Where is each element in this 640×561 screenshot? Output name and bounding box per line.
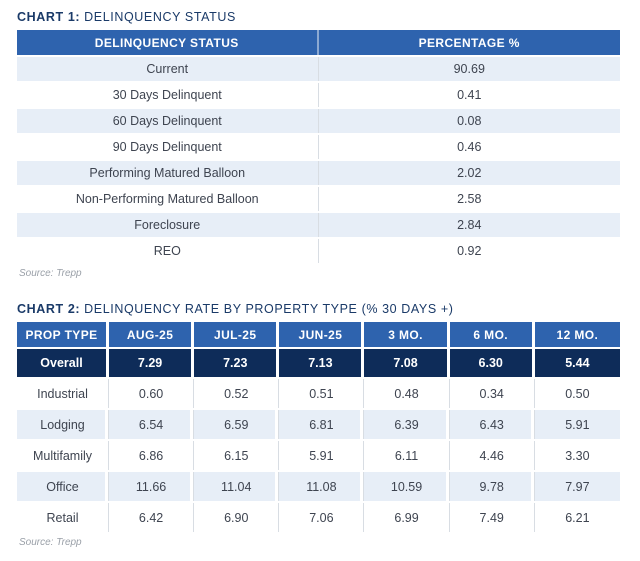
chart2-title-prefix: CHART 2: (17, 302, 81, 316)
column-header-12mo: 12 MO. (534, 322, 620, 347)
chart2-title: CHART 2: DELINQUENCY RATE BY PROPERTY TYP… (17, 302, 620, 316)
chart1-title-text: DELINQUENCY STATUS (84, 10, 236, 24)
percentage-cell: 0.08 (318, 109, 620, 133)
table-row-multifamily: Multifamily 6.86 6.15 5.91 6.11 4.46 3.3… (17, 441, 620, 470)
value-cell: 4.46 (449, 441, 535, 470)
status-cell: 90 Days Delinquent (17, 135, 319, 159)
value-cell: 10.59 (364, 472, 450, 501)
percentage-cell: 2.84 (318, 213, 620, 237)
value-cell: 6.90 (194, 503, 280, 532)
value-cell: 0.34 (449, 379, 535, 408)
chart1-source-note: Source: Trepp (19, 268, 82, 279)
status-cell: 60 Days Delinquent (17, 109, 319, 133)
value-cell: 6.30 (449, 349, 535, 377)
percentage-cell: 0.41 (318, 83, 620, 107)
chart2-title-text: DELINQUENCY RATE BY PROPERTY TYPE (% 30 … (84, 302, 454, 316)
chart1-title: CHART 1: DELINQUENCY STATUS (17, 10, 620, 24)
value-cell: 7.97 (534, 472, 620, 501)
value-cell: 9.78 (449, 472, 535, 501)
report-page: CHART 1: DELINQUENCY STATUS DELINQUENCY S… (17, 10, 620, 549)
value-cell: 6.11 (364, 441, 450, 470)
value-cell: 6.15 (194, 441, 280, 470)
value-cell: 3.30 (534, 441, 620, 470)
prop-type-cell: Office (17, 472, 109, 501)
value-cell: 7.06 (279, 503, 365, 532)
column-header-3mo: 3 MO. (364, 322, 450, 347)
value-cell: 6.43 (449, 410, 535, 439)
value-cell: 7.08 (364, 349, 450, 377)
value-cell: 6.59 (194, 410, 280, 439)
value-cell: 6.42 (109, 503, 195, 532)
column-header-aug25: AUG-25 (109, 322, 195, 347)
overall-row: Overall 7.29 7.23 7.13 7.08 6.30 5.44 (17, 349, 620, 377)
value-cell: 6.99 (364, 503, 450, 532)
prop-type-cell: Multifamily (17, 441, 109, 470)
value-cell: 7.13 (279, 349, 365, 377)
table-header-row: DELINQUENCY STATUS PERCENTAGE % (17, 30, 620, 55)
value-cell: 5.44 (534, 349, 620, 377)
table-row: Current 90.69 (17, 57, 620, 81)
value-cell: 0.48 (364, 379, 450, 408)
status-cell: REO (17, 239, 319, 263)
column-header-jul25: JUL-25 (194, 322, 280, 347)
value-cell: 5.91 (534, 410, 620, 439)
status-cell: Foreclosure (17, 213, 319, 237)
table-row: Performing Matured Balloon 2.02 (17, 161, 620, 185)
status-cell: Performing Matured Balloon (17, 161, 319, 185)
chart2-source-note: Source: Trepp (19, 537, 82, 548)
prop-type-cell: Lodging (17, 410, 109, 439)
table-row: Non-Performing Matured Balloon 2.58 (17, 187, 620, 211)
status-cell: 30 Days Delinquent (17, 83, 319, 107)
value-cell: 7.29 (109, 349, 195, 377)
value-cell: 6.54 (109, 410, 195, 439)
value-cell: 0.60 (109, 379, 195, 408)
percentage-cell: 90.69 (318, 57, 620, 81)
column-header-percentage: PERCENTAGE % (318, 30, 620, 55)
value-cell: 0.50 (534, 379, 620, 408)
value-cell: 11.04 (194, 472, 280, 501)
value-cell: 7.23 (194, 349, 280, 377)
table-row: 90 Days Delinquent 0.46 (17, 135, 620, 159)
value-cell: 11.08 (279, 472, 365, 501)
column-header-jun25: JUN-25 (279, 322, 365, 347)
prop-type-cell: Industrial (17, 379, 109, 408)
percentage-cell: 0.92 (318, 239, 620, 263)
value-cell: 6.81 (279, 410, 365, 439)
value-cell: 11.66 (109, 472, 195, 501)
column-header-prop-type: PROP TYPE (17, 322, 109, 347)
table-row: 60 Days Delinquent 0.08 (17, 109, 620, 133)
table-row: 30 Days Delinquent 0.41 (17, 83, 620, 107)
value-cell: 6.39 (364, 410, 450, 439)
percentage-cell: 0.46 (318, 135, 620, 159)
chart2-section: CHART 2: DELINQUENCY RATE BY PROPERTY TYP… (17, 302, 620, 549)
table-row: REO 0.92 (17, 239, 620, 263)
table-header-row: PROP TYPE AUG-25 JUL-25 JUN-25 3 MO. 6 M… (17, 322, 620, 347)
column-header-6mo: 6 MO. (449, 322, 535, 347)
chart1-title-prefix: CHART 1: (17, 10, 81, 24)
chart1-section: CHART 1: DELINQUENCY STATUS DELINQUENCY S… (17, 10, 620, 280)
prop-type-cell: Retail (17, 503, 109, 532)
status-cell: Non-Performing Matured Balloon (17, 187, 319, 211)
value-cell: 7.49 (449, 503, 535, 532)
table-row-retail: Retail 6.42 6.90 7.06 6.99 7.49 6.21 (17, 503, 620, 532)
table-row-lodging: Lodging 6.54 6.59 6.81 6.39 6.43 5.91 (17, 410, 620, 439)
value-cell: 5.91 (279, 441, 365, 470)
value-cell: 6.86 (109, 441, 195, 470)
percentage-cell: 2.02 (318, 161, 620, 185)
status-cell: Current (17, 57, 319, 81)
delinquency-status-table: DELINQUENCY STATUS PERCENTAGE % Current … (17, 28, 620, 265)
value-cell: 6.21 (534, 503, 620, 532)
table-row-industrial: Industrial 0.60 0.52 0.51 0.48 0.34 0.50 (17, 379, 620, 408)
column-header-delinquency-status: DELINQUENCY STATUS (17, 30, 319, 55)
delinquency-by-property-type-table: PROP TYPE AUG-25 JUL-25 JUN-25 3 MO. 6 M… (17, 320, 620, 534)
prop-type-cell: Overall (17, 349, 109, 377)
value-cell: 0.52 (194, 379, 280, 408)
value-cell: 0.51 (279, 379, 365, 408)
table-row-office: Office 11.66 11.04 11.08 10.59 9.78 7.97 (17, 472, 620, 501)
table-row: Foreclosure 2.84 (17, 213, 620, 237)
percentage-cell: 2.58 (318, 187, 620, 211)
